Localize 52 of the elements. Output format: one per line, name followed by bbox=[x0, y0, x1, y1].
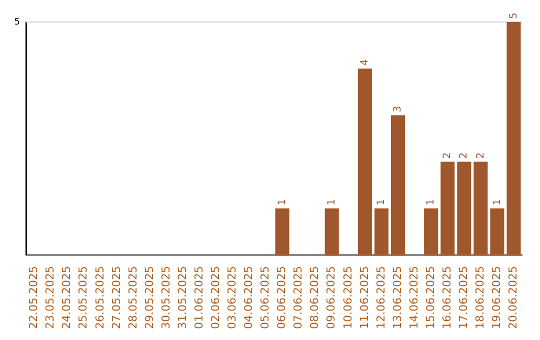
bar bbox=[440, 162, 455, 256]
data-label: 1 bbox=[492, 199, 503, 206]
x-tick-label: 10.06.2025 bbox=[341, 266, 354, 330]
data-label: 5 bbox=[508, 12, 520, 19]
x-tick-label: 24.05.2025 bbox=[60, 266, 74, 330]
x-tick-label: 23.05.2025 bbox=[44, 266, 57, 330]
bar bbox=[474, 162, 488, 256]
x-tick-label: 27.05.2025 bbox=[110, 266, 123, 330]
x-tick-label: 05.06.2025 bbox=[258, 266, 272, 330]
x-tick-label: 08.06.2025 bbox=[308, 266, 322, 330]
data-label: 4 bbox=[360, 59, 371, 66]
x-tick-label: 30.05.2025 bbox=[159, 266, 172, 330]
x-tick-label: 09.06.2025 bbox=[324, 266, 338, 330]
bar bbox=[457, 162, 472, 256]
bar bbox=[275, 208, 290, 256]
data-label: 2 bbox=[458, 152, 470, 159]
x-tick-label: 04.06.2025 bbox=[242, 266, 256, 330]
bar bbox=[490, 208, 504, 256]
data-label: 1 bbox=[376, 199, 388, 206]
x-tick-label: 03.06.2025 bbox=[226, 266, 239, 330]
data-label: 2 bbox=[475, 152, 486, 159]
x-tick-label: 07.06.2025 bbox=[292, 266, 305, 330]
x-tick-label: 12.06.2025 bbox=[374, 266, 388, 330]
x-tick-label: 06.06.2025 bbox=[275, 266, 288, 330]
x-tick-label: 18.06.2025 bbox=[474, 266, 487, 330]
bar bbox=[324, 208, 339, 256]
data-label: 1 bbox=[326, 199, 338, 206]
x-tick-label: 25.05.2025 bbox=[76, 266, 90, 330]
data-label: 1 bbox=[426, 199, 437, 206]
x-tick-label: 28.05.2025 bbox=[126, 266, 140, 330]
x-tick-label: 11.06.2025 bbox=[358, 266, 371, 330]
x-tick-label: 15.06.2025 bbox=[424, 266, 437, 330]
x-tick-label: 16.06.2025 bbox=[440, 266, 454, 330]
x-tick-label: 14.06.2025 bbox=[407, 266, 420, 330]
x-tick-label: 13.06.2025 bbox=[390, 266, 404, 330]
bar bbox=[506, 22, 521, 256]
data-label: 2 bbox=[442, 152, 454, 159]
x-tick-label: 17.06.2025 bbox=[456, 266, 470, 330]
bar bbox=[390, 115, 406, 256]
x-tick-label: 22.05.2025 bbox=[27, 266, 40, 330]
x-tick-label: 20.06.2025 bbox=[506, 266, 520, 330]
x-tick-label: 19.06.2025 bbox=[490, 266, 504, 330]
x-tick-label: 29.05.2025 bbox=[142, 266, 156, 330]
x-tick-label: 26.05.2025 bbox=[93, 266, 106, 330]
x-tick-label: 01.06.2025 bbox=[192, 266, 206, 330]
bar bbox=[424, 208, 438, 256]
bar bbox=[374, 208, 388, 256]
data-label: 3 bbox=[392, 106, 404, 112]
data-label: 1 bbox=[276, 199, 288, 206]
bar bbox=[358, 68, 372, 256]
x-tick-label: 02.06.2025 bbox=[208, 266, 222, 330]
x-tick-label: 31.05.2025 bbox=[176, 266, 189, 330]
